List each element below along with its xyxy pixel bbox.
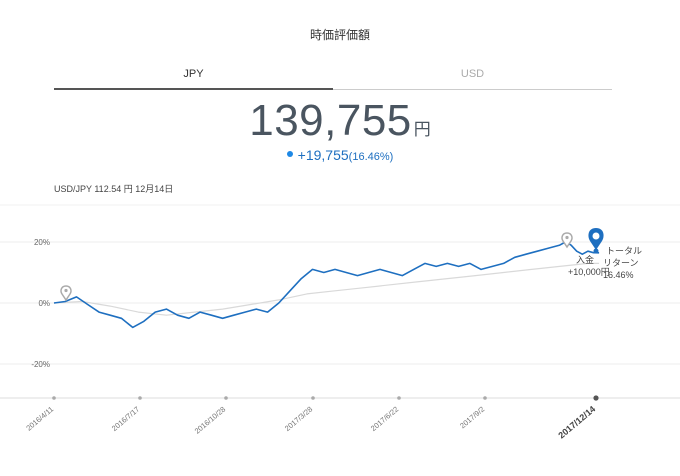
selected-point-pin-icon[interactable] — [588, 228, 604, 250]
x-tick-dot — [138, 396, 142, 400]
chart-series — [53, 241, 600, 329]
valuation-number: 139,755 — [249, 96, 412, 145]
change-amount: +19,755 — [297, 147, 349, 163]
return-value: 16.46% — [603, 270, 634, 280]
x-tick-label: 2016/4/11 — [24, 405, 55, 433]
deposit-amount: +10,000円 — [568, 267, 610, 277]
x-tick-label: 2017/12/14 — [556, 404, 597, 441]
fx-rate-label: USD/JPY 112.54 円 12月14日 — [54, 184, 174, 194]
x-tick-dot — [52, 396, 56, 400]
deposit-title: 入金 — [576, 254, 594, 265]
x-tick-dot — [311, 396, 315, 400]
x-tick-label: 2017/6/22 — [369, 405, 400, 433]
chart-markers[interactable] — [60, 228, 604, 302]
start-marker-icon[interactable] — [60, 285, 72, 302]
valuation-amount: 139,755 円 — [0, 96, 680, 146]
selected-point-dot — [593, 248, 599, 254]
x-tick-label: 2016/7/17 — [110, 405, 141, 433]
y-tick-label: 20% — [34, 238, 50, 247]
tab-jpy[interactable]: JPY — [54, 68, 333, 90]
chart-x-axis: 2016/4/11 2016/7/17 2016/10/28 2017/3/28 201… — [24, 395, 599, 441]
chart-grid: 20% 0% -20% — [0, 204, 680, 399]
return-title: リターン — [603, 258, 639, 268]
change-dot-icon — [286, 151, 293, 158]
chart-annotations: 入金 +10,000円 トータル リターン 16.46% — [568, 246, 642, 280]
change-percent: (16.46%) — [348, 151, 394, 163]
x-tick-label: 2017/9/2 — [458, 405, 486, 431]
deposit-marker-icon[interactable] — [561, 232, 573, 249]
total-title: トータル — [606, 246, 642, 256]
tab-usd[interactable]: USD — [333, 68, 612, 90]
valuation-unit: 円 — [413, 120, 431, 139]
series-line-benchmark — [53, 262, 600, 316]
currency-tabs: JPY USD — [54, 68, 612, 90]
x-tick-label: 2016/10/28 — [193, 405, 228, 436]
valuation-change: +19,755(16.46%) — [0, 147, 680, 163]
page-title: 時価評価額 — [309, 28, 370, 42]
x-tick-dot — [397, 396, 401, 400]
y-tick-label: 0% — [38, 299, 50, 308]
y-tick-label: -20% — [31, 360, 50, 369]
x-tick-dot — [593, 395, 599, 401]
x-tick-label: 2017/3/28 — [283, 405, 314, 433]
x-tick-dot — [224, 396, 228, 400]
x-tick-dot — [483, 396, 487, 400]
series-line-portfolio — [53, 241, 600, 329]
